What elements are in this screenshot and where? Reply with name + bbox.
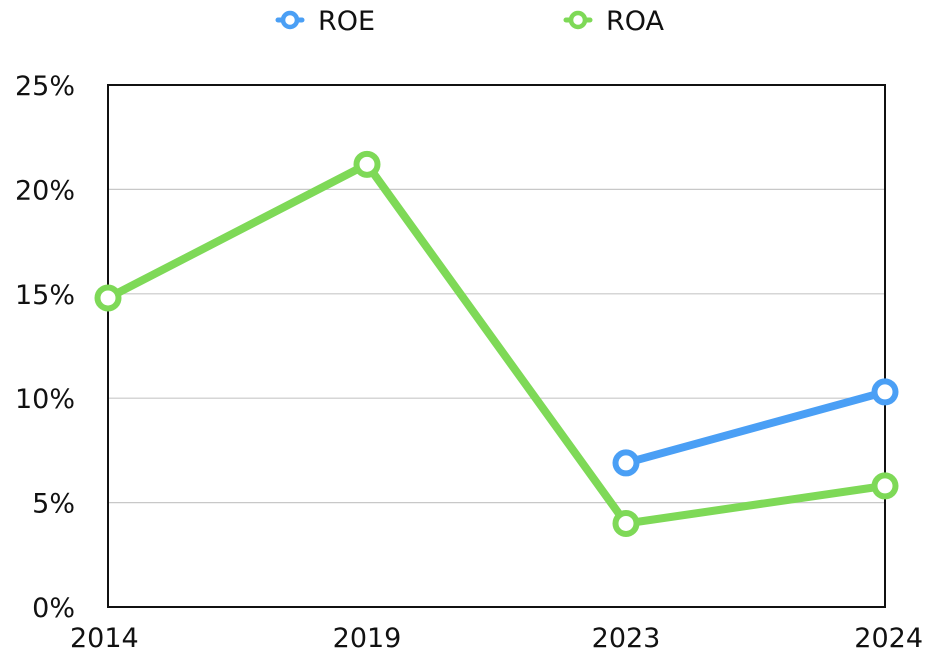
data-point-roa	[353, 150, 381, 178]
plot-frame	[107, 84, 886, 608]
series-line-roe	[622, 387, 889, 467]
data-point-roe	[871, 378, 899, 406]
series-line-roa	[104, 160, 889, 528]
y-tick-label: 15%	[15, 280, 75, 311]
plot-border	[107, 84, 886, 608]
x-axis-ticks: 2014 2019 2023 2024	[70, 623, 923, 654]
x-tick-label: 2024	[854, 623, 923, 654]
data-point-roa	[871, 472, 899, 500]
series-lines	[94, 150, 899, 537]
legend: ROE ROA	[275, 6, 665, 37]
legend-marker-roe	[280, 10, 300, 30]
data-point-roa	[612, 509, 640, 537]
y-tick-label: 5%	[32, 489, 75, 520]
data-point-roa	[94, 284, 122, 312]
x-tick-label: 2014	[70, 623, 139, 654]
y-axis-ticks: 0% 5% 10% 15% 20% 25%	[15, 71, 75, 624]
legend-label-roa: ROA	[606, 6, 665, 37]
x-tick-label: 2019	[333, 623, 402, 654]
y-tick-label: 0%	[32, 593, 75, 624]
x-tick-label: 2023	[592, 623, 661, 654]
y-tick-label: 25%	[15, 71, 75, 102]
data-point-roe	[612, 449, 640, 477]
legend-marker-roa	[568, 10, 588, 30]
legend-label-roe: ROE	[318, 6, 375, 37]
y-tick-label: 20%	[15, 175, 75, 206]
y-tick-label: 10%	[15, 384, 75, 415]
